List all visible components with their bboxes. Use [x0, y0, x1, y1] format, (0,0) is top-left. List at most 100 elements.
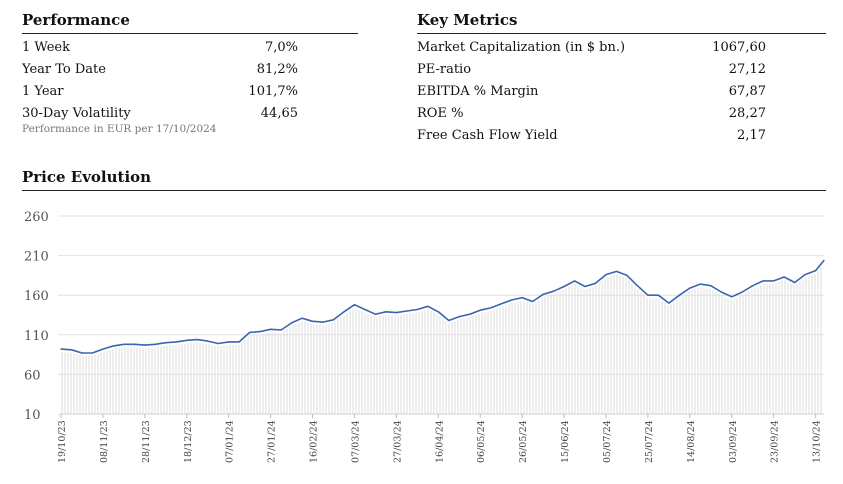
x-tick-label: 07/01/24 — [225, 420, 236, 463]
price-data-point — [228, 341, 230, 343]
price-data-point — [217, 342, 219, 345]
price-data-point — [364, 308, 366, 311]
price-data-point — [720, 291, 722, 293]
metric-row: PE-ratio 27,12 — [417, 59, 766, 81]
price-data-point — [710, 285, 712, 287]
price-data-point — [636, 285, 639, 287]
price-data-point — [332, 319, 335, 321]
y-tick-label: 10 — [24, 408, 41, 423]
x-tick-label: 05/07/24 — [602, 420, 613, 463]
price-data-point — [815, 270, 817, 272]
metric-row: EBITDA % Margin 67,87 — [417, 81, 766, 103]
price-data-point — [270, 328, 272, 330]
metric-value: 67,87 — [728, 84, 766, 99]
price-data-point — [574, 280, 576, 282]
metric-label: Free Cash Flow Yield — [417, 128, 558, 143]
x-tick-label: 27/01/24 — [267, 420, 278, 463]
y-tick-label: 60 — [24, 368, 41, 383]
performance-row: Year To Date 81,2% — [22, 59, 298, 81]
performance-label: 30-Day Volatility — [22, 106, 131, 121]
price-data-point — [668, 302, 670, 304]
price-data-point — [437, 311, 439, 313]
x-tick-label: 06/05/24 — [476, 420, 487, 463]
metric-value: 27,12 — [728, 62, 766, 77]
price-data-point — [165, 342, 167, 344]
performance-row: 30-Day Volatility 44,65 — [22, 103, 298, 125]
price-data-point — [615, 270, 618, 272]
price-data-point — [385, 311, 387, 313]
price-data-point — [322, 321, 324, 323]
price-data-point — [374, 313, 376, 315]
y-tick-label: 210 — [24, 250, 49, 265]
price-data-point — [196, 339, 198, 341]
x-tick-label: 03/09/24 — [728, 420, 739, 463]
price-data-point — [511, 299, 513, 301]
price-data-point — [823, 259, 825, 261]
price-data-point — [175, 341, 177, 343]
price-data-point — [626, 274, 628, 276]
performance-value: 81,2% — [256, 62, 298, 77]
price-data-point — [542, 293, 544, 295]
price-data-point — [773, 280, 775, 282]
price-data-point — [186, 339, 188, 341]
performance-label: Year To Date — [22, 62, 106, 77]
metric-value: 1067,60 — [712, 40, 766, 55]
price-data-point — [343, 311, 345, 313]
price-data-point — [563, 285, 565, 288]
key-metrics-title: Key Metrics — [417, 11, 826, 34]
x-tick-label: 16/04/24 — [434, 420, 445, 463]
performance-label: 1 Year — [22, 84, 64, 99]
price-data-point — [678, 294, 681, 296]
price-data-point — [238, 341, 240, 343]
y-tick-label: 110 — [24, 329, 49, 344]
y-tick-label: 160 — [24, 289, 49, 304]
x-tick-label: 25/07/24 — [644, 420, 655, 463]
x-tick-label: 28/11/23 — [141, 420, 152, 463]
price-data-point — [406, 310, 408, 312]
performance-label: 1 Week — [22, 40, 70, 55]
price-data-point — [102, 348, 104, 350]
price-data-point — [249, 331, 251, 333]
x-tick-label: 16/02/24 — [309, 420, 320, 463]
price-data-point — [112, 345, 114, 347]
price-data-point — [647, 294, 649, 296]
price-data-point — [532, 300, 534, 303]
price-data-point — [699, 283, 701, 285]
performance-note: Performance in EUR per 17/10/2024 — [22, 123, 217, 135]
price-data-point — [521, 297, 523, 299]
price-data-point — [291, 322, 293, 324]
x-tick-label: 07/03/24 — [350, 420, 361, 463]
price-data-point — [416, 308, 418, 311]
performance-title: Performance — [22, 11, 358, 34]
price-data-point — [207, 340, 209, 342]
x-tick-label: 14/08/24 — [686, 420, 697, 463]
price-data-point — [553, 290, 555, 292]
y-tick-label: 260 — [24, 210, 49, 225]
price-data-point — [741, 291, 743, 293]
price-data-point — [395, 312, 397, 314]
price-data-point — [427, 305, 429, 307]
price-data-point — [490, 307, 492, 309]
price-data-point — [657, 294, 660, 296]
performance-row: 1 Week 7,0% — [22, 37, 298, 59]
metric-value: 2,17 — [737, 128, 766, 143]
x-tick-label: 13/10/24 — [812, 420, 823, 463]
price-data-point — [81, 352, 83, 354]
price-data-point — [794, 281, 796, 284]
price-data-point — [91, 352, 93, 354]
x-tick-label: 15/06/24 — [560, 420, 571, 463]
price-data-point — [752, 285, 754, 287]
price-data-point — [311, 320, 314, 322]
price-data-point — [731, 296, 733, 298]
price-data-point — [500, 303, 502, 305]
price-data-point — [70, 349, 73, 351]
price-data-point — [353, 304, 356, 306]
metric-label: EBITDA % Margin — [417, 84, 539, 99]
price-data-point — [804, 274, 806, 276]
price-evolution-title: Price Evolution — [22, 168, 826, 191]
price-data-point — [584, 285, 586, 288]
price-data-point — [458, 316, 460, 318]
metric-row: ROE % 28,27 — [417, 103, 766, 125]
x-tick-label: 23/09/24 — [770, 420, 781, 463]
price-data-point — [448, 319, 450, 322]
